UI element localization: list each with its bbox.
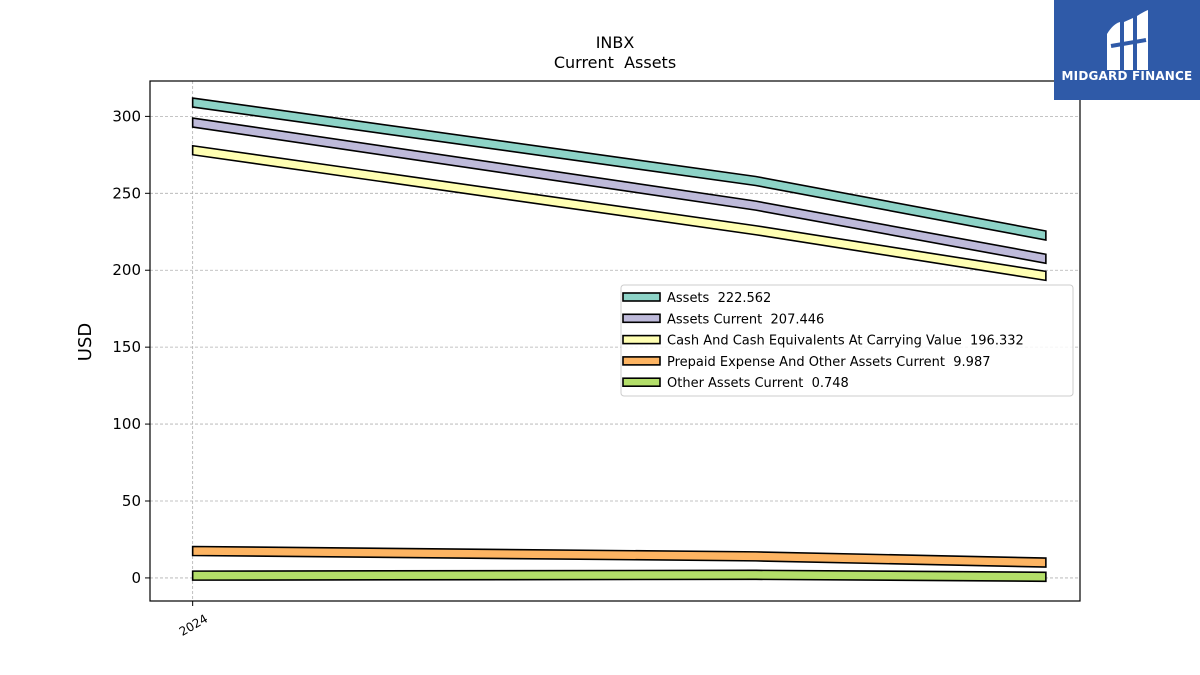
y-tick-label: 250: [112, 184, 141, 202]
legend-label: Other Assets Current 0.748: [667, 376, 849, 391]
y-tick-label: 300: [112, 107, 141, 125]
series-line-assets-current: [191, 117, 1047, 265]
series-line-assets: [191, 97, 1047, 241]
legend-swatch: [622, 292, 661, 302]
y-axis: 0 50 100 150 200 250 300: [112, 107, 150, 587]
x-tick-label: 2024: [177, 611, 210, 638]
legend-label: Assets Current 207.446: [667, 312, 824, 327]
y-tick-label: 150: [112, 338, 141, 356]
legend: Assets 222.562 Assets Current 207.446 Cash…: [620, 284, 1074, 397]
y-tick-label: 0: [131, 569, 141, 587]
y-tick-label: 200: [112, 261, 141, 279]
legend-box: [620, 284, 1074, 397]
x-axis: 2024: [177, 601, 210, 639]
series-line-prepaid-expense-and-other-assets-current: [191, 545, 1047, 568]
legend-label: Prepaid Expense And Other Assets Current…: [667, 355, 991, 370]
y-tick-label: 50: [122, 492, 141, 510]
legend-label: Cash And Cash Equivalents At Carrying Va…: [667, 334, 1024, 349]
y-axis-label: USD: [75, 323, 96, 361]
y-tick-label: 100: [112, 415, 141, 433]
chart-subtitle: Current Assets: [554, 53, 676, 72]
legend-swatch: [622, 356, 661, 366]
legend-swatch: [622, 377, 661, 388]
series-line-other-assets-current: [191, 569, 1047, 583]
legend-swatch: [622, 313, 661, 324]
brand-logo: MIDGARD FINANCE: [1054, 0, 1200, 100]
logo-mark-icon: [1107, 10, 1148, 70]
logo-text: MIDGARD FINANCE: [1061, 69, 1193, 83]
legend-swatch: [622, 334, 661, 345]
legend-label: Assets 222.562: [667, 291, 771, 306]
chart-title: INBX: [596, 33, 635, 52]
series-line-cash-and-cash-equivalents-at-carrying-value: [191, 144, 1047, 282]
series-group: [191, 97, 1047, 583]
plot-frame: [149, 80, 1081, 602]
